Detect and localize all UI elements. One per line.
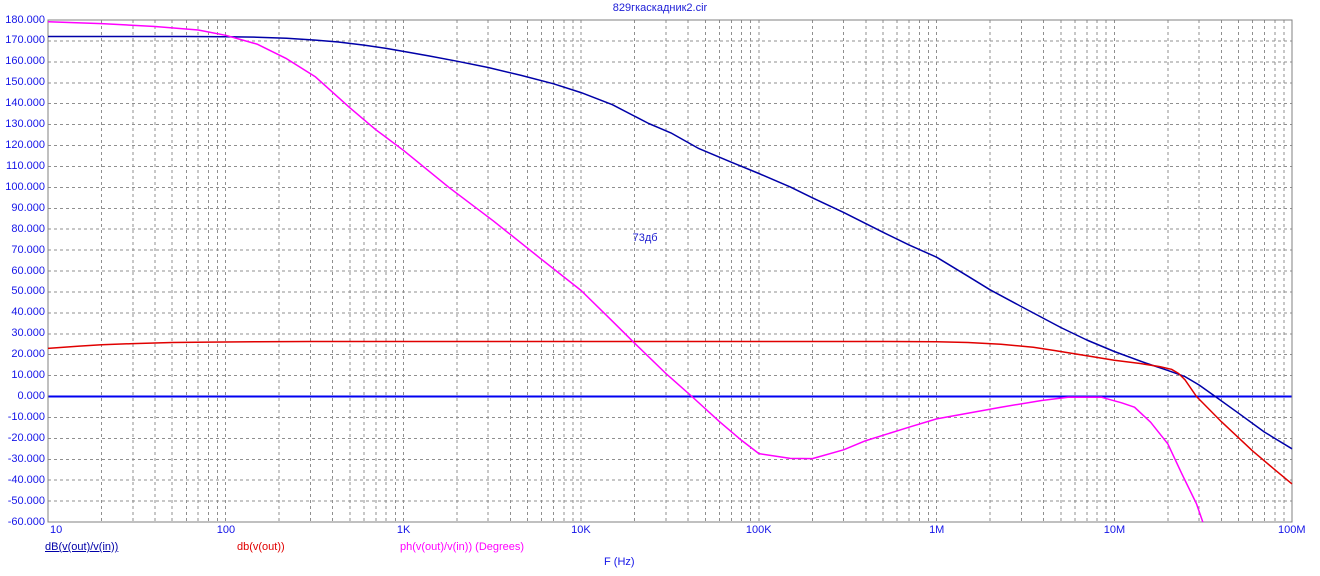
y-tick-label: 30.000 — [11, 327, 45, 340]
y-tick-label: -50.000 — [7, 494, 45, 507]
y-tick-label: 110.000 — [6, 159, 45, 172]
x-tick-label: 1K — [396, 524, 411, 536]
curve-gain-out-db — [47, 340, 1293, 485]
y-tick-label: 170.000 — [5, 34, 45, 47]
plot-title: 829гкаскадник2.cir — [612, 2, 708, 14]
y-tick-label: 50.000 — [11, 285, 45, 298]
y-tick-label: 90.000 — [11, 201, 45, 214]
y-tick-label: 10.000 — [11, 369, 45, 382]
legend-item-gain-out[interactable]: db(v(out)) — [237, 541, 285, 553]
y-tick-label: -60.000 — [7, 515, 45, 528]
y-tick-label: 40.000 — [11, 306, 45, 319]
x-tick-label: 10 — [50, 524, 63, 536]
x-tick-label: 100M — [1278, 524, 1306, 536]
x-axis-title: F (Hz) — [604, 556, 635, 568]
y-tick-label: 20.000 — [11, 348, 45, 361]
curve-gain-ratio-db — [48, 35, 1293, 450]
y-tick-label: 150.000 — [5, 76, 45, 89]
y-tick-label: 60.000 — [11, 264, 45, 277]
plot-frame — [47, 19, 1293, 523]
y-tick-label: 100.000 — [5, 180, 45, 193]
y-tick-label: 120.000 — [5, 139, 45, 151]
y-tick-label: 140.000 — [5, 97, 45, 110]
y-tick-label: 160.000 — [5, 55, 45, 68]
grid-lines — [48, 20, 1292, 522]
x-tick-label: 100K — [745, 524, 772, 536]
x-tick-label: 10M — [1103, 524, 1126, 536]
y-tick-label: 180.000 — [5, 13, 45, 26]
y-tick-label: -30.000 — [7, 452, 45, 465]
x-tick-label: 10K — [571, 524, 591, 536]
y-tick-label: 0.000 — [17, 390, 45, 402]
y-tick-label: 80.000 — [11, 222, 45, 235]
y-tick-label: -20.000 — [7, 431, 45, 444]
annotation-text: 73дб — [632, 231, 658, 244]
y-tick-label: -40.000 — [7, 473, 45, 486]
y-tick-label: -10.000 — [7, 410, 45, 423]
x-tick-label: 100 — [216, 524, 236, 536]
y-tick-label: 130.000 — [5, 118, 45, 131]
legend-item-gain-ratio[interactable]: dB(v(out)/v(in)) — [45, 541, 119, 553]
y-tick-label: 70.000 — [11, 243, 45, 256]
legend-item-phase[interactable]: ph(v(out)/v(in)) (Degrees) — [400, 541, 525, 553]
x-tick-label: 1M — [929, 524, 945, 536]
curve-phase-degrees — [47, 20, 1204, 523]
